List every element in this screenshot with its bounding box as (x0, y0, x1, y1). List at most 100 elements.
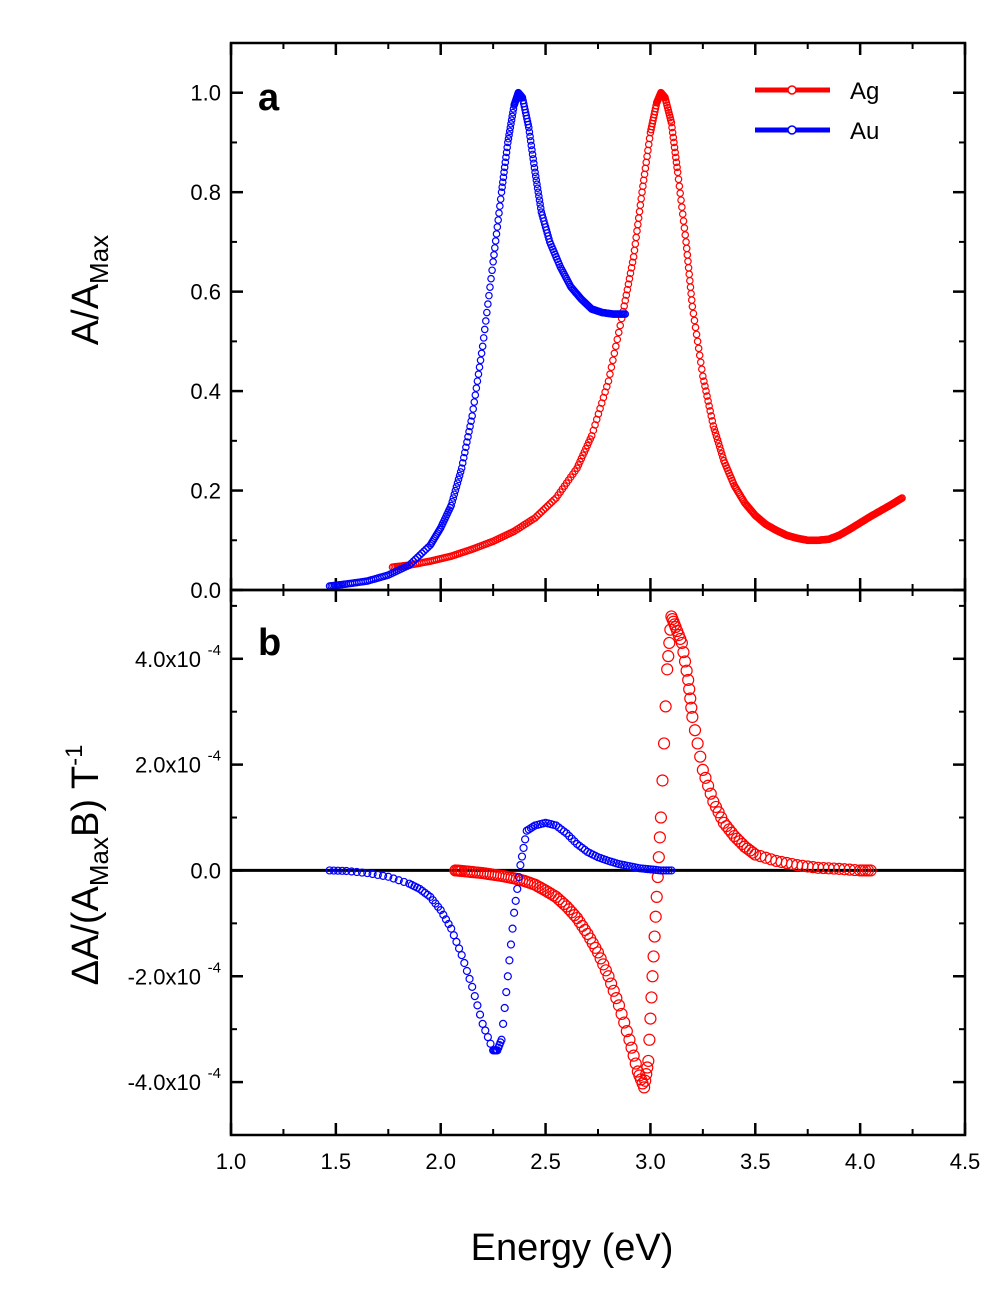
data-point (651, 865, 660, 875)
y-tick-label: -4.0x10 (128, 1070, 201, 1095)
data-point (530, 159, 538, 168)
data-point (497, 188, 506, 196)
data-point (460, 958, 469, 968)
data-point (470, 398, 479, 406)
data-point (656, 774, 669, 787)
data-point (678, 203, 686, 211)
data-point (490, 251, 498, 259)
data-point (493, 223, 502, 231)
data-point (453, 479, 462, 487)
data-point (498, 178, 507, 187)
data-point (632, 233, 640, 242)
data-point (640, 170, 649, 179)
data-point (627, 1049, 640, 1062)
data-point (604, 377, 613, 385)
x-tick-label: 4.5 (950, 1149, 981, 1174)
data-point (504, 134, 513, 143)
data-point (638, 864, 647, 873)
data-point (329, 866, 338, 875)
data-point (643, 865, 652, 874)
data-point (389, 874, 398, 883)
data-point (684, 263, 693, 272)
data-point (714, 439, 723, 448)
data-point (639, 1074, 652, 1087)
data-point (605, 977, 618, 990)
data-point (682, 673, 695, 687)
data-point (696, 763, 709, 777)
data-point (642, 1054, 655, 1068)
plot-frame (229, 588, 967, 1137)
data-point (468, 982, 477, 991)
data-point (462, 443, 470, 452)
data-point (525, 128, 534, 136)
data-point (545, 500, 554, 508)
data-point (500, 1003, 509, 1013)
data-point (635, 864, 645, 873)
data-point (484, 300, 492, 308)
data-point (686, 276, 694, 285)
data-point (616, 321, 625, 330)
data-point (639, 182, 647, 191)
data-point (610, 349, 619, 358)
legend-label: Ag (850, 78, 879, 105)
data-point (533, 184, 542, 193)
data-point (636, 201, 645, 209)
data-point (641, 864, 650, 873)
data-point (686, 710, 699, 724)
data-point (644, 1012, 657, 1025)
data-point (680, 224, 689, 232)
data-point (483, 1033, 492, 1042)
data-point (532, 176, 541, 185)
data-point (648, 930, 661, 943)
data-point (663, 636, 676, 650)
y-tick-exponent: -4 (208, 1065, 221, 1082)
data-point (654, 811, 668, 824)
data-point (646, 865, 655, 874)
data-point (422, 545, 430, 554)
data-point (672, 158, 681, 167)
data-point (709, 422, 718, 430)
data-point (524, 120, 532, 129)
data-point (685, 270, 694, 279)
data-point (570, 837, 579, 846)
data-point (691, 737, 704, 750)
data-point (507, 120, 515, 128)
data-point (621, 296, 630, 305)
data-point (678, 655, 692, 668)
y-axis-title-b: ΔA/(AMaxB) T-1 (61, 745, 114, 986)
data-point (701, 779, 715, 792)
data-point (620, 1025, 633, 1038)
data-point (674, 175, 683, 184)
data-point (342, 866, 351, 876)
data-point (640, 1068, 653, 1081)
data-point (612, 999, 626, 1012)
data-point (516, 861, 525, 870)
data-point (448, 497, 457, 506)
y-axis-title-part: Max (84, 837, 114, 886)
data-point (502, 153, 510, 162)
data-point (677, 196, 685, 204)
data-point (451, 486, 460, 495)
x-axis-title-group: Energy (eV) (471, 1227, 674, 1269)
data-point (641, 164, 650, 173)
data-point (682, 244, 691, 253)
data-point (479, 334, 488, 342)
data-point (644, 146, 652, 155)
data-point (415, 551, 424, 559)
data-point (531, 514, 539, 522)
data-point (539, 506, 548, 514)
y-tick-label: 4.0x10 (135, 647, 201, 672)
data-point (644, 140, 653, 149)
data-point (528, 822, 538, 831)
data-point (511, 896, 520, 905)
data-point (705, 402, 713, 410)
data-point (535, 510, 544, 518)
data-point (531, 172, 540, 181)
data-point (688, 724, 702, 737)
data-point (394, 876, 403, 885)
data-point (529, 155, 537, 163)
data-point (653, 831, 666, 844)
data-point (526, 132, 534, 141)
series-ag (388, 88, 906, 571)
data-point (639, 176, 648, 185)
